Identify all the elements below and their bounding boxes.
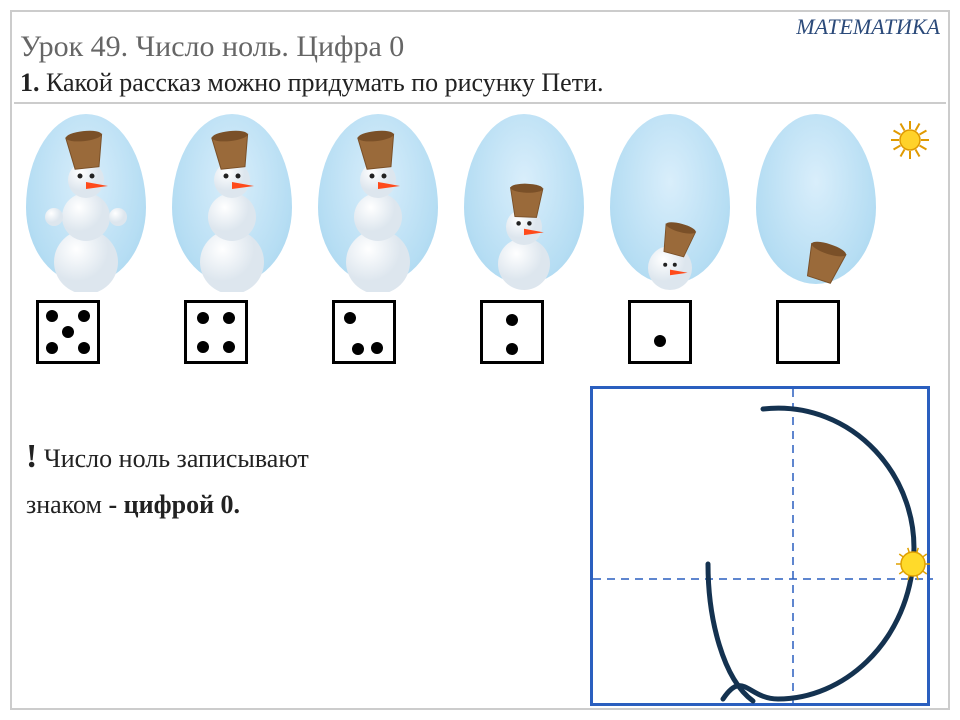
snowman-icon bbox=[460, 112, 588, 297]
dice-dot bbox=[506, 314, 518, 326]
snowman-icon bbox=[168, 112, 296, 297]
dice-box bbox=[184, 300, 248, 364]
divider bbox=[14, 102, 946, 104]
subject-label: МАТЕМАТИКА bbox=[796, 14, 940, 40]
snowman-cell bbox=[22, 112, 150, 292]
snowman-icon bbox=[314, 112, 442, 297]
snowman-cell bbox=[606, 112, 734, 292]
note-line1: Число ноль записывают bbox=[37, 444, 308, 473]
dice-dot bbox=[46, 310, 58, 322]
snowman-icon bbox=[606, 112, 734, 297]
dice-dot bbox=[223, 341, 235, 353]
snowman-cell bbox=[752, 112, 880, 292]
dice-dot bbox=[197, 312, 209, 324]
writing-box bbox=[590, 386, 930, 706]
snowman-icon bbox=[22, 112, 150, 297]
note-exclaim: ! bbox=[26, 438, 37, 475]
dice-dot bbox=[344, 312, 356, 324]
snowman-cell bbox=[168, 112, 296, 292]
sun-icon bbox=[890, 120, 930, 160]
writing-svg bbox=[593, 389, 933, 709]
dice-dot bbox=[62, 326, 74, 338]
dice-row bbox=[36, 300, 840, 364]
task-number: 1. bbox=[20, 68, 40, 97]
snowman-cell bbox=[314, 112, 442, 292]
dice-dot bbox=[78, 342, 90, 354]
dice-dot bbox=[352, 343, 364, 355]
snowmen-row bbox=[22, 112, 922, 292]
dice-box bbox=[480, 300, 544, 364]
dice-box bbox=[36, 300, 100, 364]
dice-dot bbox=[654, 335, 666, 347]
note-line2b: - цифрой 0. bbox=[109, 490, 241, 519]
task-line: 1. Какой рассказ можно придумать по рису… bbox=[20, 68, 604, 98]
dice-dot bbox=[371, 342, 383, 354]
dice-dot bbox=[46, 342, 58, 354]
task-text: Какой рассказ можно придумать по рисунку… bbox=[46, 68, 604, 97]
note-text: ! Число ноль записывают знаком - цифрой … bbox=[26, 430, 526, 526]
snowman-cell bbox=[460, 112, 588, 292]
note-line2a: знаком bbox=[26, 490, 109, 519]
snowman-icon bbox=[752, 112, 880, 297]
scene bbox=[22, 112, 922, 292]
dice-dot bbox=[223, 312, 235, 324]
dice-dot bbox=[197, 341, 209, 353]
dice-box bbox=[776, 300, 840, 364]
dice-dot bbox=[78, 310, 90, 322]
dice-box bbox=[332, 300, 396, 364]
dice-dot bbox=[506, 343, 518, 355]
lesson-title: Урок 49. Число ноль. Цифра 0 bbox=[20, 30, 404, 64]
dice-box bbox=[628, 300, 692, 364]
